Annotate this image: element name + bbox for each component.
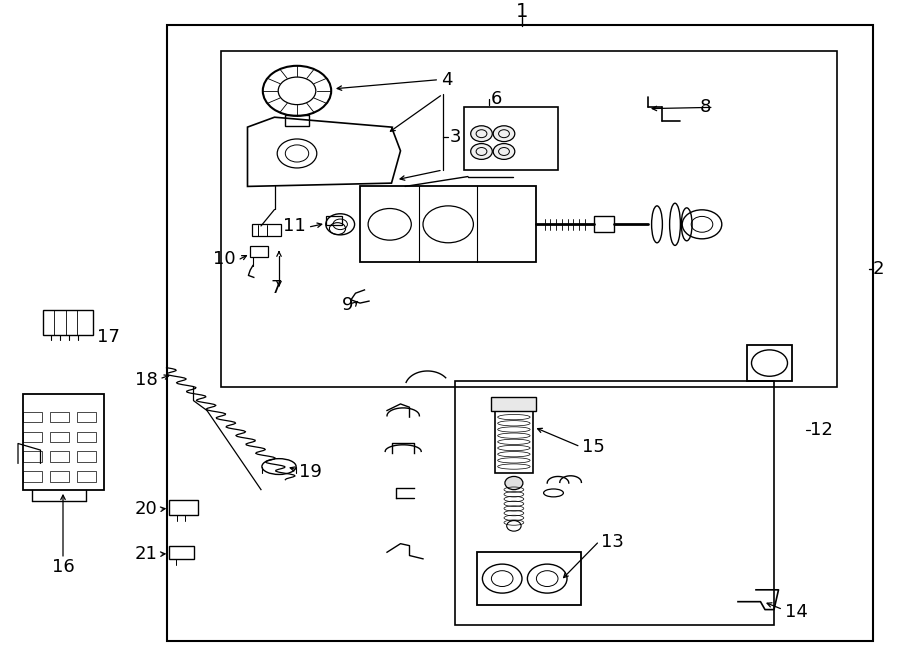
Circle shape [493,126,515,141]
Bar [50,412,69,422]
Text: 20: 20 [135,500,158,518]
Bar [22,412,42,422]
Bar [477,552,580,605]
Bar [50,451,69,462]
Bar [464,107,558,170]
Bar [22,432,42,442]
Text: 16: 16 [51,559,75,576]
Text: 10: 10 [213,250,236,268]
Bar [76,412,96,422]
Text: 8: 8 [699,98,711,116]
Text: 14: 14 [785,603,807,621]
Bar [495,410,533,473]
Bar [50,471,69,482]
Text: 15: 15 [582,438,605,456]
Bar [169,545,194,559]
Bar [166,25,873,641]
Bar [250,247,268,257]
Bar [76,471,96,482]
Bar [220,52,837,387]
Bar [22,394,104,490]
Bar [491,397,536,410]
Text: 13: 13 [601,533,624,551]
Bar [252,224,281,236]
Text: 21: 21 [135,545,158,563]
Bar [76,451,96,462]
Bar [747,344,792,381]
Bar [326,216,342,225]
Text: 12: 12 [810,421,832,440]
Text: 2: 2 [873,260,885,278]
Bar [43,310,93,334]
Text: 11: 11 [284,217,306,235]
Bar [169,500,198,515]
Bar [454,381,774,625]
Text: 18: 18 [135,371,158,389]
Circle shape [493,143,515,159]
Circle shape [505,477,523,490]
Circle shape [471,126,492,141]
Text: 7: 7 [270,279,282,297]
Text: 3: 3 [450,128,462,146]
Bar [594,216,614,232]
Text: 1: 1 [516,2,528,21]
Bar [50,432,69,442]
Text: 4: 4 [441,71,453,89]
Circle shape [471,143,492,159]
Bar [22,471,42,482]
Text: 17: 17 [97,328,120,346]
Text: 6: 6 [491,91,502,108]
Text: 9: 9 [342,296,354,314]
Bar [285,115,309,126]
Bar [22,451,42,462]
Bar [360,186,536,262]
Text: 19: 19 [299,463,321,481]
Bar [76,432,96,442]
